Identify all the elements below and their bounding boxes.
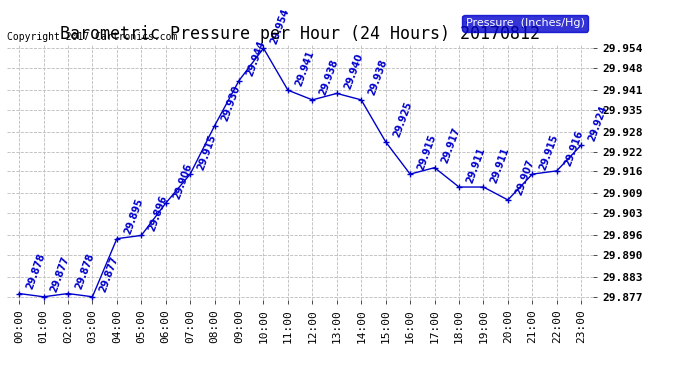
Text: 29.878: 29.878 (74, 252, 96, 291)
Text: 29.907: 29.907 (513, 159, 535, 197)
Text: 29.925: 29.925 (391, 100, 413, 139)
Text: 29.917: 29.917 (440, 126, 462, 165)
Text: 29.911: 29.911 (464, 146, 486, 184)
Title: Barometric Pressure per Hour (24 Hours) 20170812: Barometric Pressure per Hour (24 Hours) … (60, 26, 540, 44)
Text: Copyright 2017 Cartronics.com: Copyright 2017 Cartronics.com (7, 33, 177, 42)
Text: 29.938: 29.938 (367, 58, 389, 97)
Text: 29.954: 29.954 (269, 7, 291, 45)
Text: 29.941: 29.941 (293, 49, 316, 87)
Text: 29.915: 29.915 (196, 133, 218, 171)
Text: 29.877: 29.877 (49, 255, 71, 294)
Text: 29.877: 29.877 (98, 255, 120, 294)
Text: 29.915: 29.915 (538, 133, 560, 171)
Text: 29.940: 29.940 (342, 52, 364, 91)
Text: 29.930: 29.930 (220, 84, 242, 123)
Text: 29.915: 29.915 (415, 133, 438, 171)
Text: 29.924: 29.924 (586, 104, 609, 142)
Text: 29.911: 29.911 (489, 146, 511, 184)
Text: 29.878: 29.878 (25, 252, 47, 291)
Text: 29.916: 29.916 (562, 129, 584, 168)
Text: 29.895: 29.895 (122, 197, 145, 236)
Text: 29.896: 29.896 (147, 194, 169, 232)
Text: 29.938: 29.938 (318, 58, 340, 97)
Legend: Pressure  (Inches/Hg): Pressure (Inches/Hg) (462, 15, 588, 32)
Text: 29.906: 29.906 (171, 162, 193, 200)
Text: 29.944: 29.944 (245, 39, 267, 78)
